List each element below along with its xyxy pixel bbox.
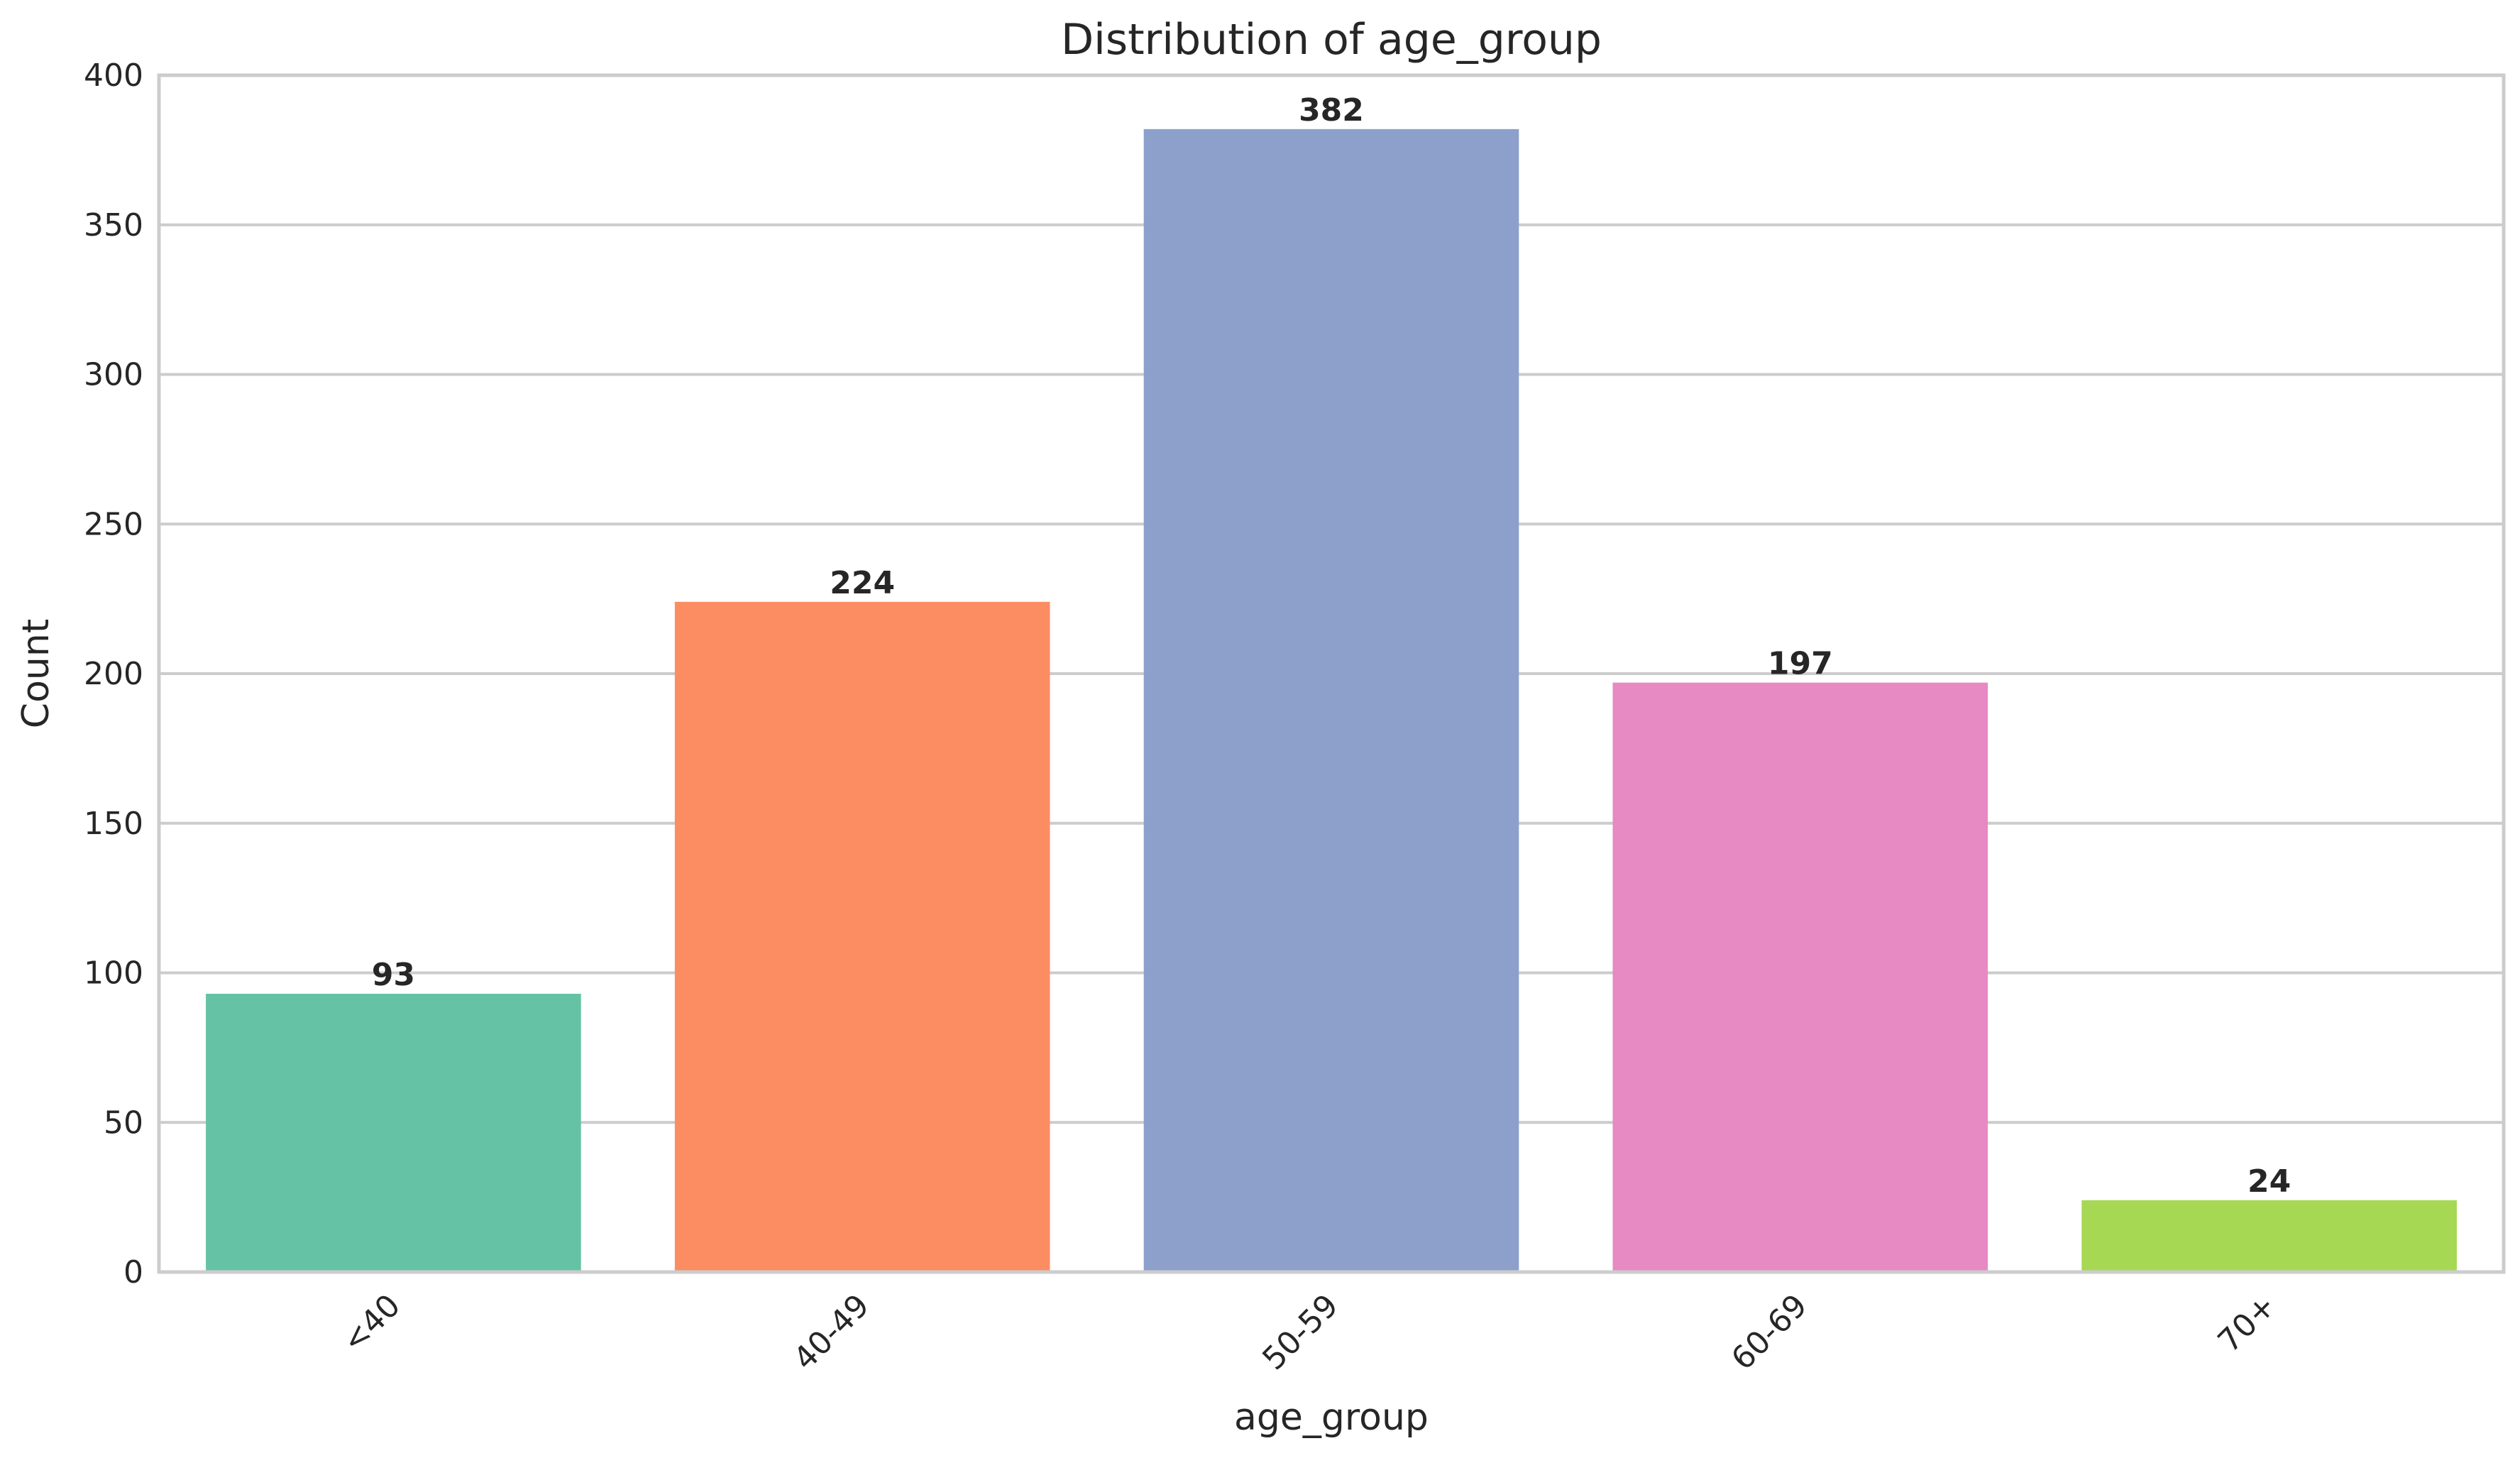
y-tick-label: 150 <box>84 806 143 842</box>
chart-title: Distribution of age_group <box>1061 15 1602 65</box>
y-tick-label: 100 <box>84 955 143 992</box>
y-tick-label: 0 <box>123 1254 143 1290</box>
bar-40-49 <box>674 601 1050 1272</box>
data-label: 382 <box>1299 92 1364 128</box>
y-axis-label: Count <box>15 619 57 728</box>
data-label: 93 <box>372 957 415 993</box>
bar-70 <box>2081 1200 2457 1272</box>
bars <box>206 128 2457 1272</box>
bar-60-69 <box>1612 682 1988 1272</box>
y-tick-label: 300 <box>84 357 143 393</box>
y-axis-ticks: 0 50 100 150 200 250 300 350 400 <box>84 57 143 1290</box>
data-label: 224 <box>830 565 895 601</box>
bar-40 <box>206 994 581 1272</box>
y-tick-label: 250 <box>84 506 143 542</box>
y-tick-label: 200 <box>84 656 143 692</box>
y-tick-label: 50 <box>104 1105 143 1141</box>
y-tick-label: 400 <box>84 57 143 94</box>
plot-frame <box>157 73 2506 1274</box>
x-axis-label: age_group <box>1234 1396 1429 1439</box>
y-tick-label: 350 <box>84 207 143 243</box>
data-labels: 93 224 382 197 24 <box>372 92 2291 1200</box>
bar-50-59 <box>1143 128 1519 1272</box>
data-label: 24 <box>2247 1163 2291 1200</box>
data-label: 197 <box>1768 646 1833 682</box>
